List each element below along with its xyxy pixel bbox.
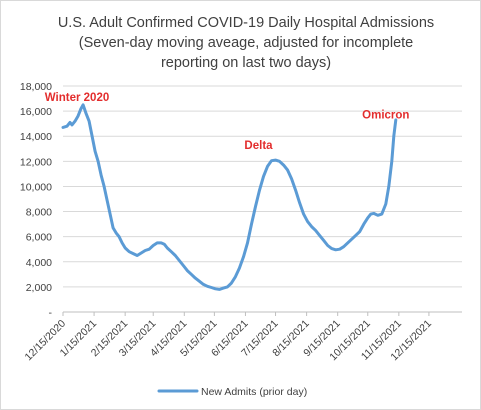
x-tick-label: 12/15/2020 — [22, 318, 68, 364]
series-line-new-admits — [61, 103, 398, 291]
y-tick-label: - — [49, 307, 53, 319]
y-tick-label: 16,000 — [20, 106, 52, 118]
y-tick-label: 4,000 — [26, 257, 52, 269]
annotation-label: Omicron — [362, 110, 409, 122]
y-tick-label: 6,000 — [26, 232, 52, 244]
y-tick-label: 18,000 — [20, 81, 52, 93]
y-tick-label: 12,000 — [20, 156, 52, 168]
y-tick-label: 2,000 — [26, 282, 52, 294]
y-tick-label: 10,000 — [20, 181, 52, 193]
annotation-label: Winter 2020 — [45, 92, 109, 104]
legend-label: New Admits (prior day) — [201, 386, 307, 398]
chart-title-line-2: (Seven-day moving aveage, adjusted for i… — [79, 35, 414, 51]
chart-title-line-1: U.S. Adult Confirmed COVID-19 Daily Hosp… — [58, 15, 434, 31]
chart-title-line-3: reporting on last two days) — [161, 55, 331, 71]
annotation-label: Delta — [244, 140, 273, 152]
legend: New Admits (prior day) — [157, 386, 307, 398]
y-tick-label: 14,000 — [20, 131, 52, 143]
y-tick-label: 8,000 — [26, 207, 52, 219]
